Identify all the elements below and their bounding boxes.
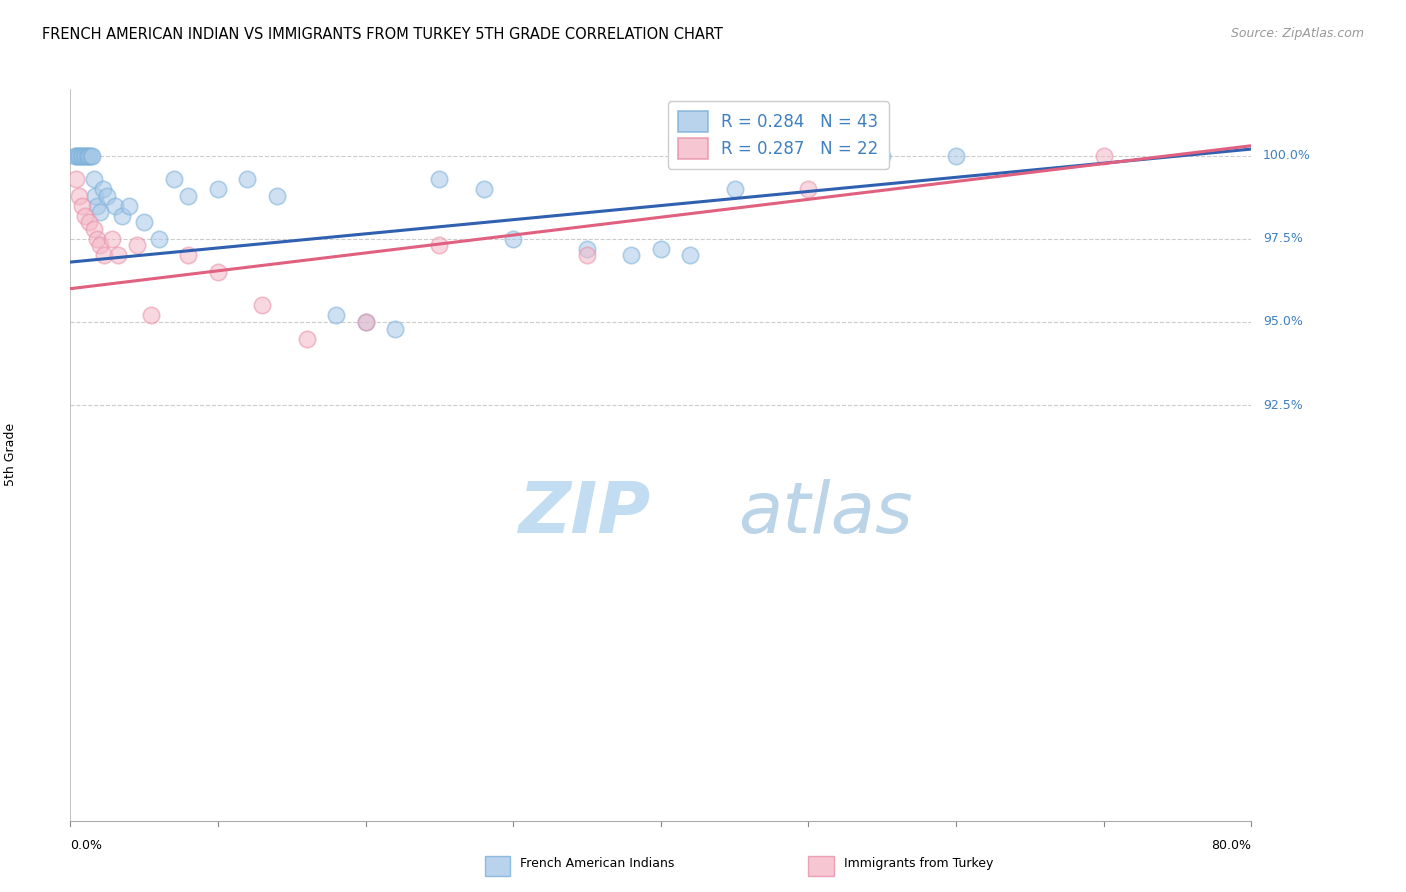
Point (79, 215, 101, 229)
Point (107, 248, 129, 262)
Text: Immigrants from Turkey: Immigrants from Turkey (844, 856, 993, 870)
Point (295, 332, 318, 346)
Point (266, 188, 288, 202)
Point (89, 238, 111, 252)
Point (207, 265, 229, 279)
Point (472, 182, 495, 196)
Bar (808, 856, 834, 876)
Text: 95.0%: 95.0% (1263, 316, 1303, 328)
Point (427, 172, 450, 186)
Point (65, 149, 87, 163)
Point (77, 149, 100, 163)
Point (384, 321, 406, 335)
Point (125, 238, 148, 252)
Point (1092, 149, 1115, 163)
Point (96, 188, 118, 202)
Point (75, 149, 96, 163)
Point (67, 188, 90, 202)
Point (104, 198, 127, 212)
Point (80, 149, 103, 163)
Point (620, 248, 643, 262)
Point (679, 248, 702, 262)
Point (325, 308, 347, 322)
Text: ZIP: ZIP (519, 479, 651, 548)
Point (177, 248, 200, 262)
Point (354, 315, 377, 329)
Point (66, 149, 89, 163)
Point (70, 198, 93, 212)
Point (79, 149, 101, 163)
Point (207, 182, 229, 196)
Point (75, 209, 96, 223)
Point (177, 188, 200, 202)
Point (236, 172, 259, 186)
Point (162, 172, 186, 186)
Point (83, 222, 105, 236)
Point (86, 232, 108, 246)
Text: 0.0%: 0.0% (70, 838, 103, 852)
Bar (485, 856, 510, 876)
Text: atlas: atlas (738, 479, 912, 548)
Point (72, 149, 94, 163)
Point (723, 182, 745, 196)
Point (576, 248, 599, 262)
Point (89, 205, 111, 219)
Text: 92.5%: 92.5% (1263, 399, 1303, 411)
Point (797, 149, 820, 163)
Point (83, 172, 105, 186)
Text: 5th Grade: 5th Grade (4, 424, 17, 486)
Point (650, 242, 672, 256)
Point (132, 215, 156, 229)
Text: FRENCH AMERICAN INDIAN VS IMMIGRANTS FROM TURKEY 5TH GRADE CORRELATION CHART: FRENCH AMERICAN INDIAN VS IMMIGRANTS FRO… (42, 27, 723, 42)
Point (93, 248, 115, 262)
Point (427, 238, 450, 252)
Text: 80.0%: 80.0% (1212, 838, 1251, 852)
Point (118, 198, 141, 212)
Point (100, 232, 122, 246)
Point (250, 298, 273, 312)
Text: French American Indians: French American Indians (520, 856, 675, 870)
Point (111, 209, 134, 223)
Legend: R = 0.284   N = 43, R = 0.287   N = 22: R = 0.284 N = 43, R = 0.287 N = 22 (668, 101, 889, 169)
Point (502, 232, 524, 246)
Text: Source: ZipAtlas.com: Source: ZipAtlas.com (1230, 27, 1364, 40)
Point (67, 149, 90, 163)
Text: 100.0%: 100.0% (1263, 149, 1310, 162)
Point (70, 149, 93, 163)
Point (69, 149, 91, 163)
Point (141, 308, 163, 322)
Point (84, 188, 107, 202)
Point (65, 172, 87, 186)
Point (91, 182, 114, 196)
Point (797, 182, 820, 196)
Point (872, 149, 894, 163)
Point (148, 232, 170, 246)
Point (945, 149, 967, 163)
Point (76, 149, 98, 163)
Point (86, 198, 108, 212)
Point (354, 315, 377, 329)
Text: 97.5%: 97.5% (1263, 232, 1303, 245)
Point (63, 149, 86, 163)
Point (576, 242, 599, 256)
Point (82, 149, 104, 163)
